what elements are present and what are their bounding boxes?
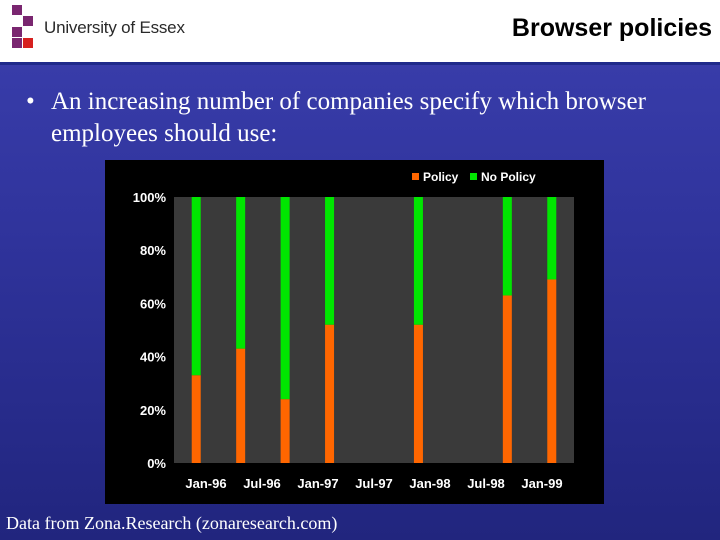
bar-policy — [502, 295, 512, 463]
legend-label: No Policy — [481, 170, 536, 184]
bar-no-policy — [325, 197, 335, 325]
x-tick-label: Jul-98 — [467, 476, 505, 491]
legend-swatch — [412, 173, 419, 180]
bar-no-policy — [280, 197, 290, 400]
bar-no-policy — [236, 197, 246, 349]
x-tick-label: Jan-96 — [185, 476, 226, 491]
x-tick-label: Jan-98 — [409, 476, 450, 491]
y-tick-label: 60% — [140, 296, 166, 311]
bar-no-policy — [547, 197, 557, 280]
x-tick-label: Jan-97 — [297, 476, 338, 491]
bar-policy — [191, 375, 201, 463]
bar-policy — [280, 399, 290, 463]
legend-swatch — [470, 173, 477, 180]
university-logo-text: University of Essex — [44, 18, 185, 37]
bar-policy — [547, 279, 557, 463]
y-tick-label: 80% — [140, 243, 166, 258]
y-tick-label: 40% — [140, 350, 166, 365]
stacked-bar-chart: 0% 20% 40% 60% 80% 100% Jan-96 Jul-96 Jan-97 Jul-… — [105, 160, 604, 504]
chart-canvas: 0% 20% 40% 60% 80% 100% Jan-96 Jul-96 Jan-97 Jul-… — [133, 170, 574, 491]
university-logo-icon — [12, 5, 33, 48]
bar-no-policy — [191, 197, 201, 376]
legend-label: Policy — [423, 170, 459, 184]
slide-header: University of Essex Browser policies — [0, 0, 720, 65]
y-tick-label: 100% — [133, 190, 167, 205]
bar-no-policy — [502, 197, 512, 296]
bar-policy — [325, 324, 335, 463]
bullet-point: • An increasing number of companies spec… — [26, 86, 686, 150]
y-tick-label: 0% — [147, 456, 166, 471]
bar-policy — [413, 324, 423, 463]
bullet-text: An increasing number of companies specif… — [51, 88, 646, 147]
x-tick-label: Jan-99 — [521, 476, 562, 491]
page-title: Browser policies — [511, 14, 712, 42]
plot-area — [174, 197, 574, 463]
x-tick-label: Jul-97 — [355, 476, 393, 491]
bullet-marker: • — [26, 88, 35, 115]
y-tick-label: 20% — [140, 403, 166, 418]
x-tick-label: Jul-96 — [243, 476, 281, 491]
bar-policy — [236, 348, 246, 463]
bar-no-policy — [413, 197, 423, 325]
source-note: Data from Zona.Research (zonaresearch.co… — [6, 513, 338, 533]
